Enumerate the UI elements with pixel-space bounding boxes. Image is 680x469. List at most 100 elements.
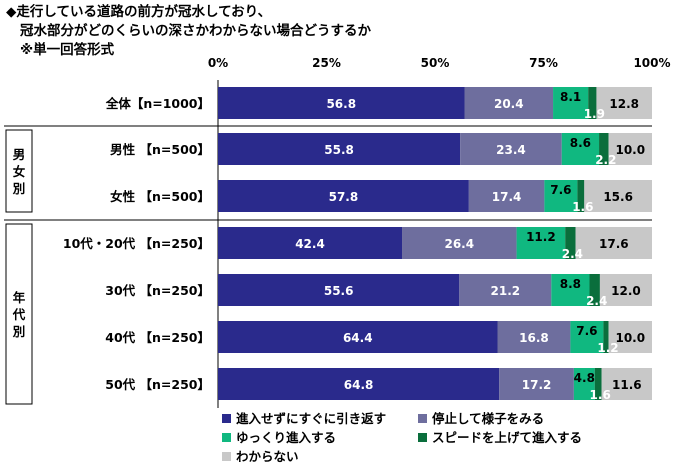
bar-segment <box>561 133 600 165</box>
data-label: 2.4 <box>586 294 607 308</box>
bar-segment <box>218 87 465 119</box>
data-label: 17.6 <box>599 237 629 251</box>
data-label: 1.2 <box>597 341 618 355</box>
legend-label: スピードを上げて進入する <box>432 430 582 445</box>
bar-segment <box>594 368 602 400</box>
data-label: 55.8 <box>324 143 354 157</box>
bar-segment <box>608 321 652 353</box>
bar-segment <box>599 274 652 306</box>
data-label: 64.4 <box>343 331 373 345</box>
data-label: 55.6 <box>324 284 354 298</box>
data-label: 2.4 <box>562 247 583 261</box>
bar-segment <box>464 87 554 119</box>
legend-swatch <box>222 433 231 442</box>
bar-segment <box>588 87 597 119</box>
data-label: 8.8 <box>560 277 581 291</box>
legend-label: わからない <box>236 449 299 464</box>
data-label: 11.2 <box>526 230 556 244</box>
data-label: 17.4 <box>492 190 522 204</box>
data-label: 1.6 <box>590 388 611 402</box>
legend-label: 停止して様子をみる <box>432 411 544 426</box>
data-label: 16.8 <box>519 331 549 345</box>
bar-segment <box>589 274 600 306</box>
category-label: 全体【n=1000】 <box>105 96 210 111</box>
data-label: 7.6 <box>550 183 571 197</box>
data-label: 26.4 <box>444 237 474 251</box>
bar-segment <box>565 227 576 259</box>
bar-segment <box>575 227 652 259</box>
bar-segment <box>544 180 578 212</box>
category-label: 30代 【n=250】 <box>105 283 210 298</box>
data-label: 8.1 <box>560 90 581 104</box>
x-tick-label: 100% <box>633 56 670 70</box>
data-label: 21.2 <box>491 284 521 298</box>
bar-segment <box>584 180 652 212</box>
data-label: 11.6 <box>612 378 642 392</box>
data-label: 2.2 <box>595 153 616 167</box>
bar-segment <box>218 133 461 165</box>
bar-segment <box>551 274 590 306</box>
x-tick-label: 75% <box>529 56 558 70</box>
bar-segment <box>218 321 498 353</box>
bar-segment <box>497 321 571 353</box>
data-label: 1.9 <box>584 107 605 121</box>
bar-segment <box>553 87 589 119</box>
legend-swatch <box>222 414 231 423</box>
data-label: 12.0 <box>611 284 641 298</box>
data-label: 7.6 <box>576 324 597 338</box>
chart-title: ◆走行している道路の前方が冠水しており、 冠水部分がどのくらいの深さかわからない… <box>6 3 371 60</box>
data-label: 15.6 <box>603 190 633 204</box>
group-label: 年代別 <box>12 290 26 339</box>
data-label: 57.8 <box>329 190 359 204</box>
legend-label: 進入せずにすぐに引き返す <box>236 411 386 426</box>
data-label: 1.6 <box>572 200 593 214</box>
bar-segment <box>570 321 604 353</box>
bar-segment <box>218 227 403 259</box>
data-label: 8.6 <box>570 136 591 150</box>
bar-segment <box>218 274 460 306</box>
category-label: 女性 【n=500】 <box>110 189 210 204</box>
bar-segment <box>608 133 652 165</box>
title-line-2: 冠水部分がどのくらいの深さかわからない場合どうするか <box>20 23 371 39</box>
category-label: 50代 【n=250】 <box>105 377 210 392</box>
x-tick-label: 25% <box>312 56 341 70</box>
bar-segment <box>603 321 609 353</box>
x-tick-label: 0% <box>208 56 228 70</box>
bar-segment <box>599 133 609 165</box>
bar-segment <box>596 87 652 119</box>
data-label: 4.8 <box>574 371 595 385</box>
x-tick-label: 50% <box>421 56 450 70</box>
category-label: 40代 【n=250】 <box>105 330 210 345</box>
data-label: 64.8 <box>344 378 374 392</box>
data-label: 10.0 <box>615 143 645 157</box>
data-label: 12.8 <box>609 97 639 111</box>
group-label: 男女別 <box>12 147 26 196</box>
data-label: 56.8 <box>326 97 356 111</box>
title-line-3: ※単一回答形式 <box>20 42 115 58</box>
legend-swatch <box>418 414 427 423</box>
bar-segment <box>499 368 574 400</box>
category-label: 男性 【n=500】 <box>110 142 210 157</box>
legend-swatch <box>222 452 231 461</box>
bar-segment <box>577 180 585 212</box>
bar-segment <box>573 368 595 400</box>
title-line-1: ◆走行している道路の前方が冠水しており、 <box>6 4 272 20</box>
legend-swatch <box>418 433 427 442</box>
data-label: 42.4 <box>295 237 325 251</box>
data-label: 23.4 <box>496 143 526 157</box>
bar-segment <box>459 274 552 306</box>
bar-segment <box>218 368 500 400</box>
group-box <box>5 129 33 213</box>
category-label: 10代・20代 【n=250】 <box>63 236 210 251</box>
bar-segment <box>218 180 469 212</box>
data-label: 17.2 <box>522 378 552 392</box>
bar-segment <box>601 368 652 400</box>
bar-segment <box>468 180 545 212</box>
bar-segment <box>516 227 566 259</box>
group-box <box>5 223 33 405</box>
legend-label: ゆっくり進入する <box>236 430 336 445</box>
bar-segment <box>460 133 562 165</box>
data-label: 10.0 <box>615 331 645 345</box>
data-label: 20.4 <box>494 97 524 111</box>
